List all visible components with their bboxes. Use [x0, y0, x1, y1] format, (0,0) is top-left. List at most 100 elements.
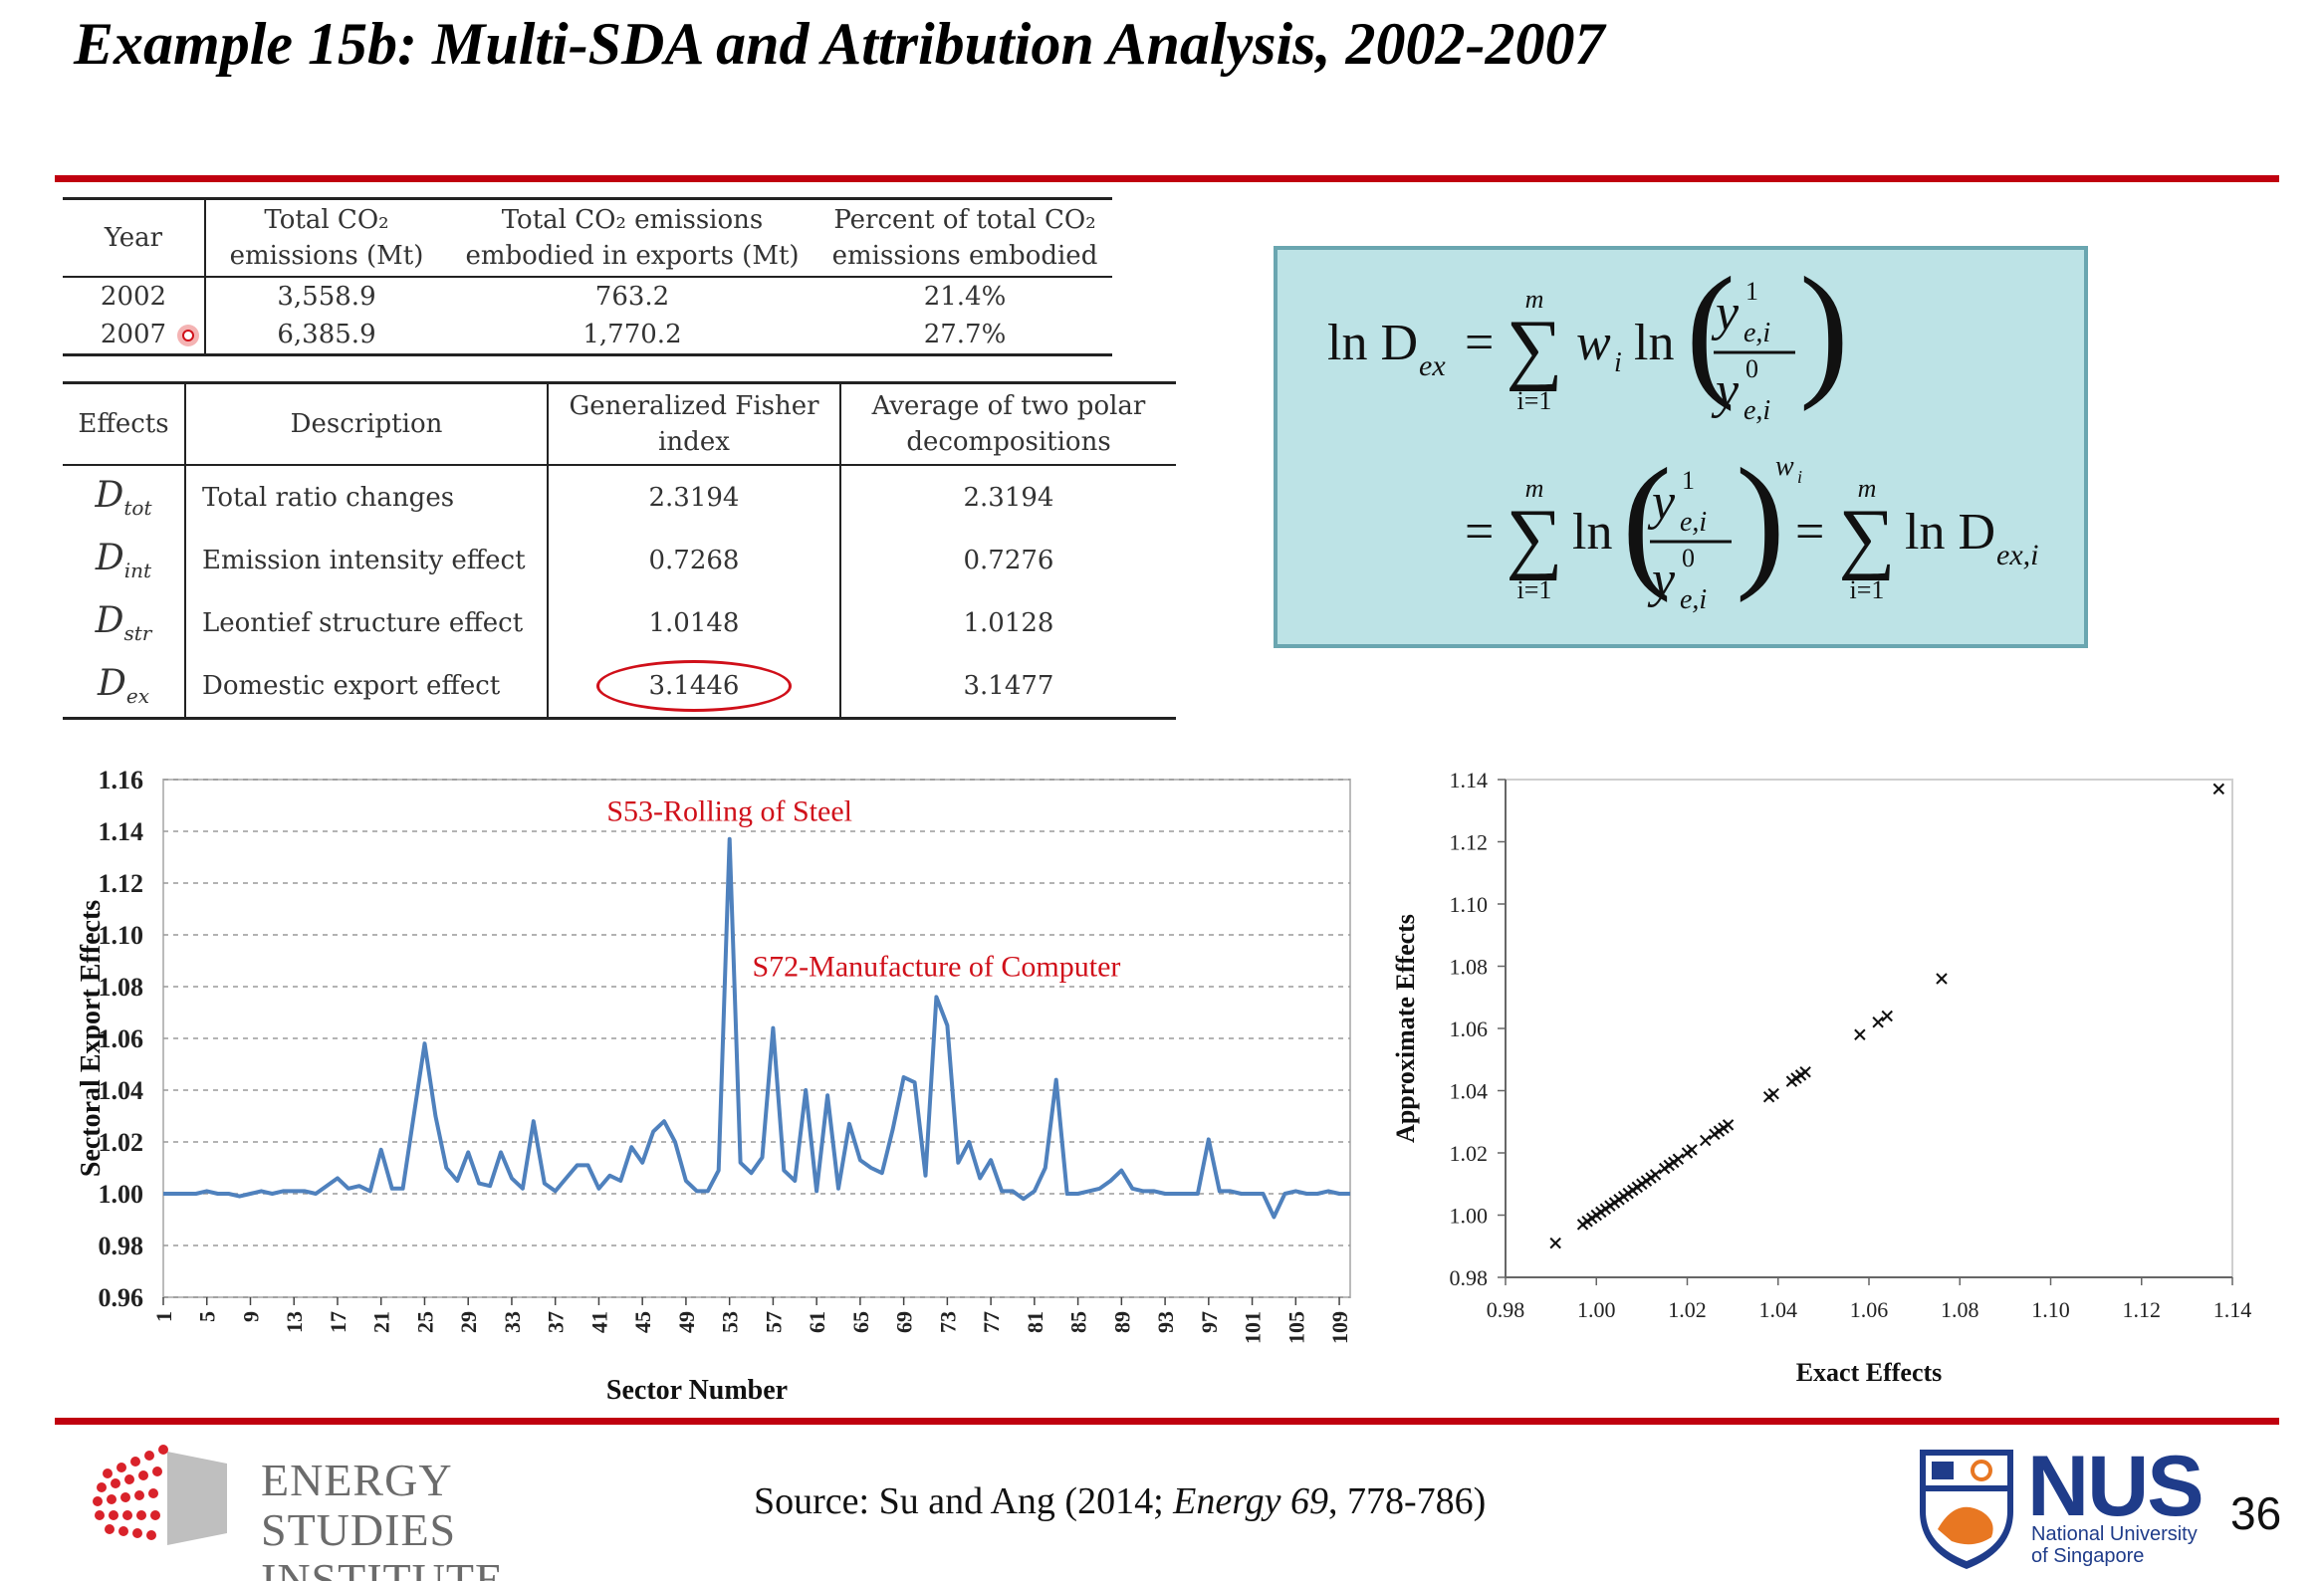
scatter-point [2212, 783, 2225, 795]
x-tick-label: 69 [892, 1311, 917, 1333]
formula-eq-3: = [1795, 504, 1824, 561]
cell: 1.0128 [963, 607, 1054, 638]
y0-sup: 0 [1745, 354, 1758, 383]
y0-b-sup: 0 [1682, 544, 1695, 572]
y-tick-label: 0.96 [99, 1283, 144, 1312]
y-tick-label: 1.00 [1450, 1204, 1489, 1229]
exponent-w: w [1775, 451, 1794, 482]
x-tick-label: 97 [1197, 1311, 1222, 1333]
slide-title: Example 15b: Multi-SDA and Attribution A… [74, 11, 1605, 77]
y1-b-sup: 1 [1682, 466, 1695, 495]
marker-stroke [1799, 1066, 1811, 1078]
weight-sub: i [1614, 347, 1622, 378]
x-tick-label: 41 [586, 1311, 611, 1333]
y1-b-sub: e,i [1680, 507, 1707, 538]
nus-sub-line: National University [2031, 1523, 2198, 1545]
energy-studies-logo-icon [93, 1445, 227, 1545]
sum-bottom-3: i=1 [1850, 575, 1885, 604]
cell: Leontief structure effect [185, 591, 549, 654]
col-embodied: Total CO₂ emissions embodied in exports … [447, 198, 817, 278]
x-tick-label: 105 [1283, 1311, 1308, 1344]
exponent-i: i [1797, 467, 1802, 487]
effect-symbol: D [98, 662, 126, 704]
marker-stroke [1936, 973, 1948, 985]
emissions-table: Year Total CO₂ emissions (Mt) Total CO₂ … [63, 197, 1112, 356]
sum-sign: ∑ [1506, 305, 1562, 392]
formula-box: ln D ex = m ∑ i=1 w i ln ( y 1 e,i y 0 e… [1274, 246, 2088, 648]
x-tick-label: 1.14 [2213, 1297, 2252, 1322]
x-tick-label: 81 [1023, 1311, 1047, 1333]
x-tick-label: 25 [412, 1311, 437, 1333]
scatter-point [1686, 1144, 1698, 1156]
formula-lhs: ln D [1327, 315, 1418, 371]
marker-stroke [1700, 1134, 1712, 1147]
cell: 1.0148 [548, 591, 841, 654]
y-tick-label: 1.08 [99, 973, 144, 1002]
paren-right-2: ) [1736, 438, 1785, 603]
effect-symbol: D [95, 474, 124, 516]
y-tick-label: 1.06 [99, 1024, 144, 1053]
sum-top-2: m [1525, 474, 1544, 503]
chart-annotation: S53-Rolling of Steel [606, 795, 852, 828]
x-tick-label: 37 [544, 1311, 569, 1333]
marker-stroke [1881, 1010, 1893, 1022]
esi-wordmark: ENERGY STUDIES INSTITUTE [261, 1456, 504, 1581]
esi-line: ENERGY [261, 1455, 453, 1505]
x-tick-label: 9 [238, 1311, 263, 1322]
cell: 0.7276 [963, 545, 1054, 575]
sectoral-export-chart: 0.96 0.98 1.00 1.02 1.04 1.06 1.08 1.10 1.12 1.14… [76, 766, 1352, 1406]
x-axis-label: Exact Effects [1796, 1358, 1943, 1387]
sum-sign-3: ∑ [1838, 494, 1895, 581]
x-tick-label: 85 [1066, 1311, 1091, 1333]
y-tick-label: 1.02 [1450, 1141, 1489, 1166]
col-effects: Effects [63, 382, 186, 466]
y1: y [1711, 285, 1740, 341]
table-row: Dstr Leontief structure effect 1.0148 1.… [63, 591, 1176, 654]
x-tick-label: 89 [1109, 1311, 1134, 1333]
x-tick-label: 49 [674, 1311, 699, 1333]
effect-subscript: int [123, 559, 152, 583]
table-row: Dtot Total ratio changes 2.3194 2.3194 [63, 465, 1176, 529]
formula-rhs: ln D [1905, 504, 1995, 561]
source-suffix: , 778-786) [1327, 1480, 1487, 1522]
col-fisher: Generalized Fisher index [548, 382, 841, 466]
y-tick-label: 1.06 [1450, 1016, 1489, 1041]
cell: 2.3194 [963, 482, 1054, 513]
y0-b-sub: e,i [1680, 584, 1707, 615]
paren-right: ) [1799, 250, 1849, 412]
x-tick-label: 1.08 [1941, 1297, 1979, 1322]
paren-left: ( [1686, 250, 1736, 412]
x-tick-label: 65 [848, 1311, 873, 1333]
x-tick-label: 1.10 [2031, 1297, 2070, 1322]
cell: 2.3194 [548, 465, 841, 529]
cell: Emission intensity effect [185, 529, 549, 591]
cell: 3.1477 [963, 670, 1054, 701]
formula-ln-2: ln [1572, 504, 1612, 561]
cell: 1,770.2 [582, 320, 682, 349]
col-percent: Percent of total CO₂ emissions embodied [817, 198, 1112, 278]
y-tick-label: 1.16 [99, 766, 144, 794]
highlighted-fisher-value: 3.1446 [595, 659, 793, 712]
x-tick-label: 1 [151, 1311, 176, 1322]
effect-subscript: ex [125, 684, 149, 709]
x-tick-label: 5 [195, 1311, 220, 1322]
y-tick-label: 1.08 [1450, 955, 1489, 980]
x-tick-label: 93 [1153, 1311, 1178, 1333]
y-tick-label: 1.04 [99, 1076, 144, 1105]
x-tick-label: 0.98 [1487, 1297, 1525, 1322]
effect-subscript: str [123, 621, 152, 646]
y-tick-label: 0.98 [1450, 1265, 1489, 1290]
cell: 6,385.9 [277, 320, 376, 349]
col-total: Total CO₂ emissions (Mt) [205, 198, 447, 278]
x-tick-label: 1.06 [1850, 1297, 1889, 1322]
y-tick-label: 1.14 [1450, 768, 1489, 792]
x-tick-label: 77 [979, 1311, 1004, 1333]
y-axis-label: Sectoral Export Effects [76, 900, 107, 1177]
cell: Domestic export effect [185, 654, 549, 719]
source-journal: Energy 69 [1173, 1480, 1328, 1522]
y0-sub: e,i [1743, 395, 1770, 426]
x-tick-label: 33 [500, 1311, 525, 1333]
page-number: 36 [2230, 1487, 2282, 1539]
formula-rhs-sub: ex,i [1996, 539, 2038, 571]
y-tick-label: 1.04 [1450, 1079, 1489, 1104]
